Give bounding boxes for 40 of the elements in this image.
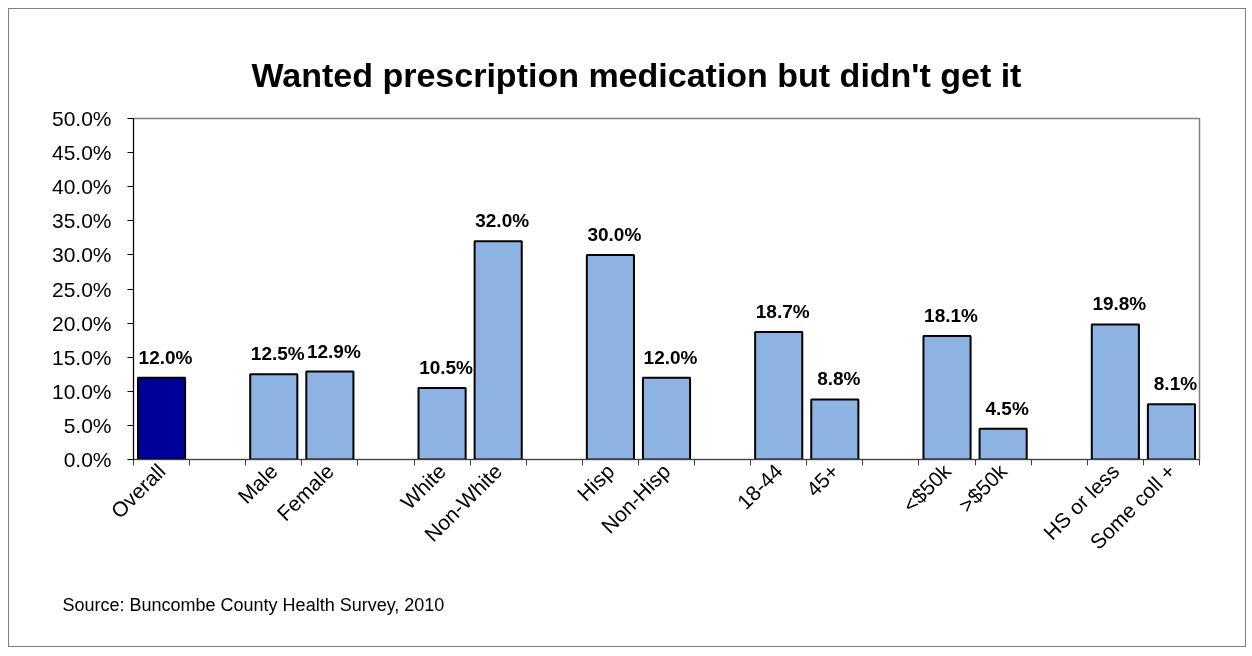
y-tick-label: 0.0% [63,448,112,471]
chart-title: Wanted prescription medication but didn't get it [251,55,1022,94]
bar [249,373,299,460]
data-label: 8.1% [1153,373,1198,395]
bar [1146,403,1197,460]
y-tick-label: 5.0% [63,413,112,437]
data-label: 19.8% [1092,293,1147,315]
data-label: 12.9% [306,340,361,362]
y-tick-label: 45.0% [51,141,112,165]
y-tick-label: 50.0% [51,107,112,130]
bar [978,427,1028,460]
data-label: 12.0% [138,346,193,368]
bar [641,376,692,460]
bar [473,240,523,460]
source-note: Source: Buncombe County Health Survey, 2010 [62,594,445,615]
data-label: 8.8% [817,368,861,390]
data-label: 4.5% [985,397,1029,419]
y-tick-label: 40.0% [51,175,112,199]
y-tick-label: 15.0% [51,345,112,369]
bar [810,398,860,460]
bar [585,253,635,460]
data-label: 30.0% [587,223,642,245]
bar [754,330,804,460]
y-tick-label: 35.0% [51,209,112,233]
data-label: 12.5% [250,343,305,365]
bar [417,386,467,460]
data-label: 12.0% [643,346,698,368]
data-label: 18.7% [755,300,810,322]
data-label: 32.0% [475,210,530,232]
data-label: 18.1% [924,305,979,327]
y-tick-label: 10.0% [51,379,112,403]
y-tick-label: 30.0% [51,243,112,267]
x-tick-label: 45+ [801,459,843,501]
bar [1090,323,1140,460]
bar [305,370,355,460]
y-tick-label: 20.0% [51,311,112,335]
bar [136,376,187,460]
y-tick-label: 25.0% [51,277,112,301]
data-label: 10.5% [419,356,474,378]
bar [922,335,972,460]
